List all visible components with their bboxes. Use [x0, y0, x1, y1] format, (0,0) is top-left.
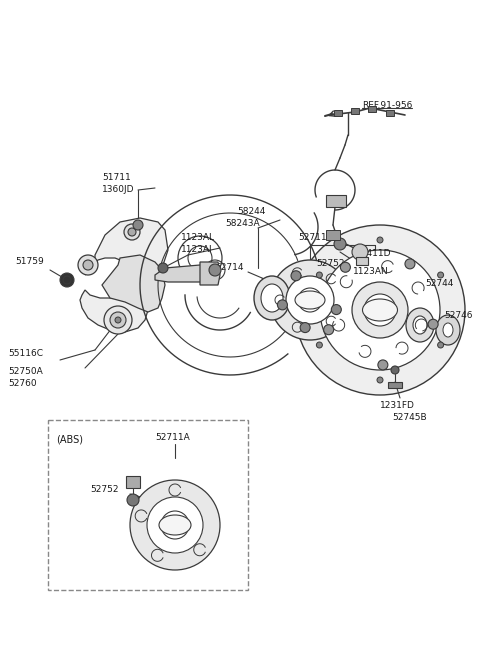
Circle shape	[295, 225, 465, 395]
Text: 1123AN: 1123AN	[353, 267, 389, 276]
Text: (ABS): (ABS)	[56, 435, 83, 445]
Polygon shape	[80, 290, 148, 332]
Text: 1360JD: 1360JD	[102, 185, 134, 195]
Circle shape	[324, 325, 334, 335]
Bar	[326, 230, 340, 240]
Text: 58411D: 58411D	[355, 250, 391, 259]
Text: 52714: 52714	[215, 263, 243, 272]
Text: 51711: 51711	[102, 174, 131, 183]
Polygon shape	[85, 218, 168, 275]
Bar	[48, 420, 248, 590]
Circle shape	[405, 259, 415, 269]
Bar	[386, 110, 394, 116]
Ellipse shape	[159, 515, 191, 535]
Polygon shape	[200, 262, 220, 285]
Circle shape	[438, 272, 444, 278]
Ellipse shape	[362, 299, 397, 321]
Circle shape	[331, 305, 341, 314]
Circle shape	[270, 260, 350, 340]
Circle shape	[128, 228, 136, 236]
Circle shape	[364, 294, 396, 326]
Ellipse shape	[413, 316, 427, 334]
Text: 52711A: 52711A	[298, 233, 333, 242]
Circle shape	[115, 317, 121, 323]
Bar	[356, 257, 368, 265]
Circle shape	[316, 342, 323, 348]
Circle shape	[391, 366, 399, 374]
Circle shape	[104, 306, 132, 334]
Bar	[326, 195, 346, 207]
Ellipse shape	[261, 284, 283, 312]
Ellipse shape	[295, 291, 325, 309]
Polygon shape	[155, 265, 218, 282]
Circle shape	[60, 273, 74, 287]
Circle shape	[78, 255, 98, 275]
Text: 1123AI: 1123AI	[181, 246, 213, 255]
Bar	[126, 476, 140, 488]
Circle shape	[133, 220, 143, 230]
Bar	[388, 382, 402, 388]
Circle shape	[438, 342, 444, 348]
Circle shape	[320, 250, 440, 370]
Ellipse shape	[406, 308, 434, 342]
Text: 55116C: 55116C	[8, 348, 43, 358]
Text: 52746: 52746	[444, 312, 472, 320]
Text: 52711A: 52711A	[155, 432, 190, 441]
Circle shape	[209, 264, 221, 276]
Circle shape	[63, 276, 71, 284]
Circle shape	[291, 271, 301, 281]
Circle shape	[377, 237, 383, 243]
Circle shape	[147, 497, 203, 553]
Text: 52750A: 52750A	[8, 367, 43, 377]
Text: 52752: 52752	[90, 485, 119, 495]
Ellipse shape	[254, 276, 290, 320]
Ellipse shape	[436, 315, 460, 345]
Circle shape	[378, 360, 388, 370]
Bar	[351, 108, 359, 114]
Text: 52760: 52760	[8, 379, 36, 388]
Circle shape	[316, 272, 323, 278]
Bar	[334, 110, 342, 116]
Text: 52744: 52744	[425, 280, 454, 288]
Text: 1231FD: 1231FD	[380, 400, 415, 409]
Text: 52745B: 52745B	[392, 413, 427, 422]
Polygon shape	[102, 255, 165, 312]
Ellipse shape	[443, 323, 453, 337]
Bar	[368, 106, 376, 112]
Text: 58244: 58244	[237, 208, 265, 217]
Circle shape	[83, 260, 93, 270]
Circle shape	[352, 282, 408, 338]
Text: 1123AL: 1123AL	[181, 233, 215, 242]
Circle shape	[298, 288, 322, 312]
Circle shape	[124, 224, 140, 240]
Circle shape	[127, 494, 139, 506]
Circle shape	[130, 480, 220, 570]
Circle shape	[286, 276, 334, 324]
Circle shape	[334, 238, 346, 250]
Text: REF.91-956: REF.91-956	[362, 100, 412, 109]
Text: 51759: 51759	[15, 257, 44, 267]
Circle shape	[110, 312, 126, 328]
Circle shape	[277, 300, 288, 310]
Text: 52752: 52752	[316, 259, 345, 269]
Circle shape	[340, 262, 350, 272]
Circle shape	[352, 244, 368, 260]
Circle shape	[377, 377, 383, 383]
Text: 58243A: 58243A	[225, 219, 260, 229]
Circle shape	[158, 263, 168, 273]
Circle shape	[161, 511, 189, 539]
Circle shape	[300, 322, 310, 333]
Circle shape	[428, 319, 438, 329]
